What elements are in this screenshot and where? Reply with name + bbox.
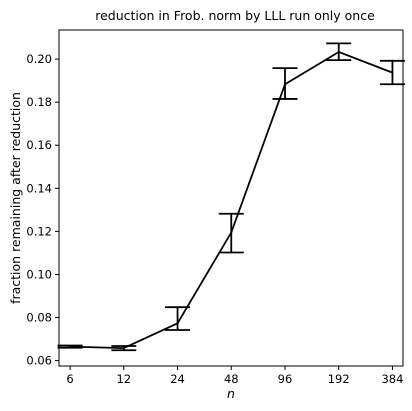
x-tick-label: 192 <box>328 372 350 386</box>
data-point <box>176 322 179 325</box>
chart-title: reduction in Frob. norm by LLL run only … <box>95 8 375 23</box>
x-tick-label: 12 <box>116 372 131 386</box>
data-point <box>69 345 71 348</box>
x-tick-label: 384 <box>381 372 403 386</box>
y-tick-label: 0.10 <box>26 267 52 281</box>
y-tick-label: 0.20 <box>26 52 52 66</box>
x-tick-label: 24 <box>170 372 185 386</box>
y-axis-label: fraction remaining after reduction <box>8 92 23 304</box>
x-tick-label: 6 <box>66 372 73 386</box>
x-axis-label: n <box>227 386 235 401</box>
series-line <box>70 51 393 350</box>
y-tick-label: 0.06 <box>26 354 52 368</box>
data-point <box>391 71 394 74</box>
axes-frame <box>58 29 404 367</box>
y-tick-label: 0.12 <box>26 224 52 238</box>
x-tick-label: 96 <box>278 372 293 386</box>
x-axis: 6 12 24 48 96 192 384 <box>66 366 403 386</box>
y-tick-label: 0.18 <box>26 95 52 109</box>
data-point <box>284 83 286 86</box>
y-axis: 0.06 0.08 0.10 0.12 0.14 0.16 0.18 0.20 <box>26 52 59 368</box>
y-tick-label: 0.16 <box>26 138 52 152</box>
data-point <box>230 231 233 234</box>
data-point <box>337 51 340 53</box>
data-point <box>122 347 125 350</box>
y-tick-label: 0.08 <box>26 311 52 325</box>
y-tick-label: 0.14 <box>26 181 52 195</box>
x-tick-label: 48 <box>224 372 239 386</box>
plot-area <box>57 42 405 352</box>
